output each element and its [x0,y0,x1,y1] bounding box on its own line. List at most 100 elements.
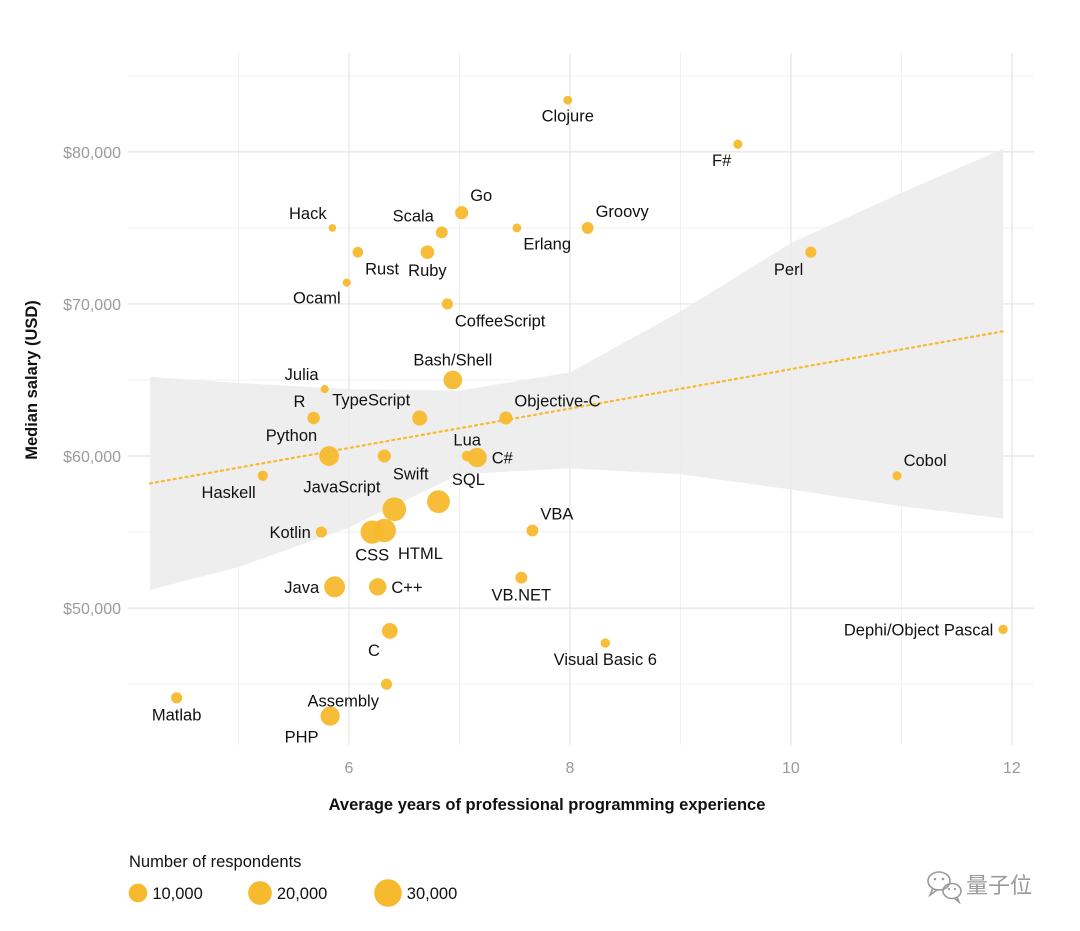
point-sql [427,490,450,514]
point-php [320,706,340,726]
point-kotlin [315,526,327,538]
label-sql: SQL [452,471,485,489]
data-points [171,95,1008,726]
label-kotlin: Kotlin [270,524,311,542]
point-erlang [512,223,522,233]
legend-items: 10,000 20,000 30,000 [128,879,457,907]
point-javascript [382,497,407,522]
point-rust [352,246,364,258]
point-clojure [563,95,573,105]
axis-ticks: 6 8 10 12 $50,000 $60,000 $70,000 $80,000 [63,145,1021,777]
point-java [324,576,346,598]
label-f: F# [712,152,732,170]
point-typescript [412,410,428,426]
point-objective-c [499,411,513,425]
label-groovy: Groovy [596,203,650,221]
legend-title: Number of respondents [129,853,301,871]
label-ocaml: Ocaml [293,290,341,308]
legend: Number of respondents 10,000 20,000 30,000 [128,853,457,907]
point-scala [435,226,448,239]
label-css: CSS [355,547,389,565]
point-groovy [581,221,594,234]
legend-swatch [128,883,148,903]
point-swift [377,449,391,463]
point-ruby [420,245,435,260]
y-tick-label: $80,000 [63,145,121,162]
label-c: C++ [391,579,422,597]
point-vba [526,524,539,537]
label-cobol: Cobol [904,452,947,470]
watermark-text: 量子位 [966,874,1032,899]
point-c [467,447,487,468]
trend-line [148,330,1005,485]
x-tick-label: 8 [565,760,574,777]
label-scala: Scala [393,208,435,226]
label-visual-basic-6: Visual Basic 6 [554,651,657,669]
label-php: PHP [285,729,319,747]
point-python [319,446,339,466]
wechat-icon [927,871,962,905]
point-visual-basic-6 [600,638,611,648]
label-clojure: Clojure [542,108,594,126]
x-axis-title: Average years of professional programmin… [329,796,766,814]
point-vb-net [515,571,528,584]
legend-swatch [248,881,272,905]
legend-label: 20,000 [277,885,327,903]
confidence-band [150,148,1004,590]
point-perl [805,246,817,258]
label-typescript: TypeScript [332,391,410,409]
label-c: C# [492,450,514,468]
x-tick-label: 6 [345,760,354,777]
label-c: C [368,642,380,660]
y-tick-label: $70,000 [63,297,121,314]
point-dephi-object-pascal [998,624,1008,635]
label-rust: Rust [365,261,399,279]
label-coffeescript: CoffeeScript [455,313,546,331]
point-assembly [380,678,393,690]
point-r [307,411,320,425]
watermark: 量子位 [927,871,1032,905]
label-dephi-object-pascal: Dephi/Object Pascal [844,621,994,639]
x-tick-label: 12 [1003,760,1021,777]
label-go: Go [470,187,492,205]
legend-label: 10,000 [152,885,202,903]
label-matlab: Matlab [152,706,202,724]
y-tick-label: $50,000 [63,601,121,618]
point-cobol [892,471,902,481]
label-vba: VBA [540,506,573,524]
label-r: R [293,393,305,411]
y-axis-title: Median salary (USD) [23,300,41,460]
point-coffeescript [441,298,453,310]
label-java: Java [284,579,320,597]
point-c [369,578,387,596]
point-css [360,520,384,544]
label-html: HTML [398,545,443,563]
legend-swatch [374,879,402,907]
label-julia: Julia [285,366,320,384]
label-haskell: Haskell [202,484,256,502]
point-julia [320,385,329,394]
point-haskell [257,470,268,481]
label-ruby: Ruby [408,262,447,280]
y-tick-label: $60,000 [63,449,121,466]
label-hack: Hack [289,205,327,223]
label-javascript: JavaScript [303,478,380,496]
x-tick-label: 10 [782,760,800,777]
point-go [455,206,469,220]
point-hack [328,224,337,232]
label-vb-net: VB.NET [492,587,552,605]
label-lua: Lua [453,432,481,450]
label-bash-shell: Bash/Shell [413,352,492,370]
point-bash-shell [443,370,463,390]
label-erlang: Erlang [523,235,571,253]
point-matlab [171,692,183,704]
label-objective-c: Objective-C [514,392,600,410]
point-f [733,139,743,149]
label-assembly: Assembly [307,693,379,711]
label-swift: Swift [393,466,429,484]
label-python: Python [266,427,317,445]
label-perl: Perl [774,261,803,279]
point-labels: Clojure F# Go Hack Scala Erlang Groovy Rust Ruby… [152,108,994,747]
point-ocaml [342,278,351,287]
